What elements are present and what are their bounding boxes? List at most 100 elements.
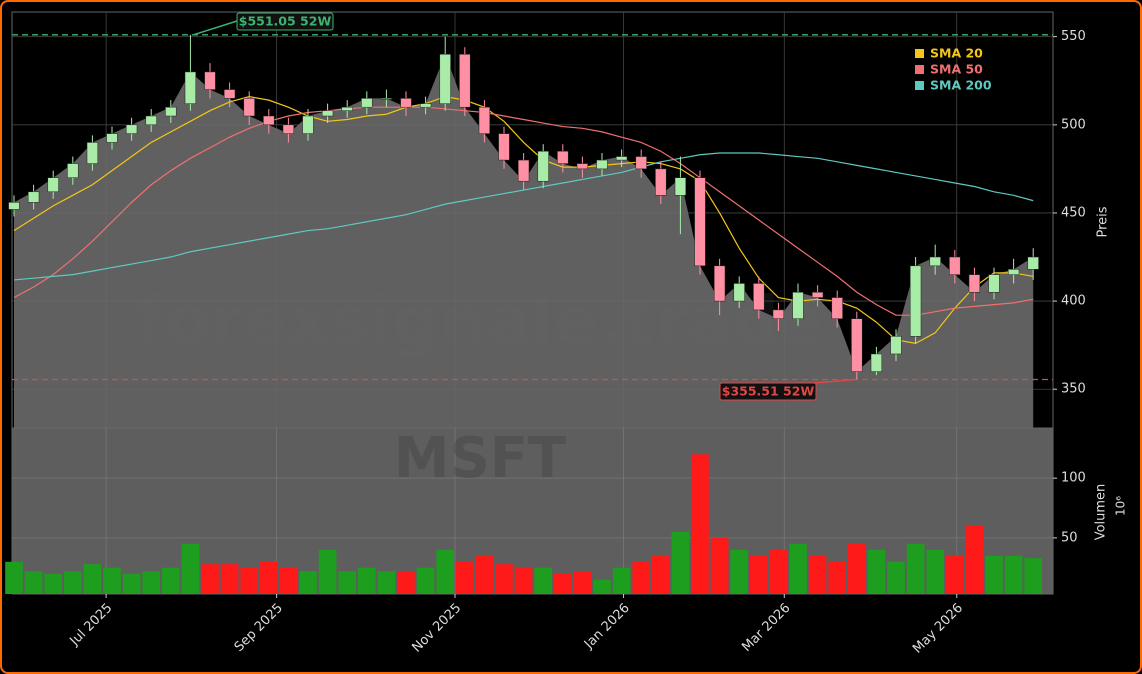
volume-bar: [44, 573, 63, 594]
candle-body: [341, 106, 353, 111]
volume-bar: [495, 564, 513, 594]
candle-body: [811, 292, 824, 298]
candle-body: [47, 177, 59, 193]
candle-body: [223, 89, 236, 99]
y-axis-label: Preis: [1096, 206, 1111, 237]
candle-body: [302, 115, 314, 134]
candle-body: [635, 156, 647, 170]
volume-bar: [553, 573, 572, 594]
candle-body: [909, 265, 922, 337]
candle-body: [282, 124, 295, 134]
volume-bar: [710, 537, 729, 594]
candle-body: [851, 318, 863, 372]
candle-body: [733, 283, 745, 302]
candle-body: [145, 115, 157, 126]
candle-body: [655, 168, 667, 196]
legend-label: SMA 200: [930, 78, 992, 93]
candle-body: [165, 106, 177, 117]
volume-bar: [906, 543, 925, 594]
volume-bar: [847, 543, 866, 594]
volume-bar: [142, 571, 161, 594]
candle-body: [321, 110, 334, 117]
annotation-label: $551.05 52W: [239, 14, 332, 29]
x-tick-label: Sep 2025: [232, 601, 286, 655]
volume-bar: [397, 571, 415, 594]
y2-tick-label: 50: [1061, 530, 1078, 545]
sma-line: [13, 152, 1034, 281]
volume-bar: [5, 561, 23, 594]
volume-bar: [24, 571, 43, 594]
volume-bar: [436, 549, 455, 594]
volume-bar: [534, 567, 553, 594]
candle-body: [400, 98, 412, 108]
candle-body: [8, 202, 20, 210]
volume-bar: [318, 549, 337, 594]
volume-bar: [867, 549, 886, 594]
volume-bar: [240, 567, 259, 594]
volume-bar: [926, 549, 945, 594]
candle-body: [890, 336, 902, 355]
legend-swatch: [915, 81, 924, 90]
candle-body: [988, 274, 1000, 293]
x-tick-label: Mar 2026: [739, 601, 793, 655]
volume-bar: [985, 555, 1003, 594]
volume-bar: [63, 571, 82, 594]
volume-bar: [730, 549, 749, 594]
volume-bar: [691, 454, 709, 594]
volume-bar: [377, 571, 396, 594]
volume-bar: [416, 567, 435, 594]
y-tick-label: 500: [1061, 117, 1086, 132]
y2-offset: 10⁶: [1114, 496, 1128, 516]
candle-body: [1007, 269, 1020, 275]
candle-body: [968, 274, 981, 293]
volume-bar: [945, 555, 964, 594]
candle-body: [772, 309, 785, 319]
candle-body: [694, 177, 706, 267]
candle-body: [184, 71, 197, 104]
volume-bar: [651, 555, 670, 594]
volume-bar: [1024, 558, 1043, 594]
annotation-arrow: [193, 20, 238, 36]
candle-body: [263, 115, 275, 126]
volume-bar: [887, 561, 905, 594]
candle-body: [27, 191, 40, 203]
volume-bar: [201, 564, 219, 594]
y-tick-label: 550: [1061, 29, 1086, 44]
legend-label: SMA 50: [930, 62, 983, 77]
candle-body: [439, 54, 451, 104]
candle-body: [106, 133, 118, 143]
price-area: [14, 54, 1034, 428]
volume-bar: [161, 567, 180, 594]
candle-body: [243, 98, 255, 117]
volume-bar: [1004, 555, 1023, 594]
volume-bar: [181, 543, 200, 594]
candle-body: [949, 256, 961, 275]
candle-body: [713, 265, 726, 302]
annotation-box: [236, 12, 334, 31]
candle-body: [831, 297, 843, 319]
volume-bar: [103, 567, 121, 594]
volume-bar: [357, 567, 376, 594]
candle-body: [498, 133, 510, 161]
volume-bar: [122, 573, 141, 594]
volume-bar: [965, 525, 984, 594]
volume-bar: [671, 531, 690, 594]
candle-body: [1027, 256, 1039, 270]
candle-body: [929, 256, 941, 267]
volume-bar: [828, 561, 847, 594]
volume-bar: [299, 571, 317, 594]
candle-body: [67, 163, 79, 178]
x-tick-label: Jan 2026: [581, 601, 633, 653]
y2-axis-label: Volumen: [1094, 484, 1109, 541]
candle-body: [204, 71, 216, 90]
volume-bar: [259, 561, 278, 594]
y-tick-label: 350: [1061, 382, 1086, 397]
volume-bar: [769, 549, 788, 594]
x-tick-label: Jul 2025: [67, 601, 116, 650]
candle-body: [125, 124, 138, 134]
candle-body: [615, 156, 628, 161]
volume-bar: [220, 564, 239, 594]
volume-bar: [612, 567, 631, 594]
x-tick-label: Nov 2025: [409, 601, 464, 656]
